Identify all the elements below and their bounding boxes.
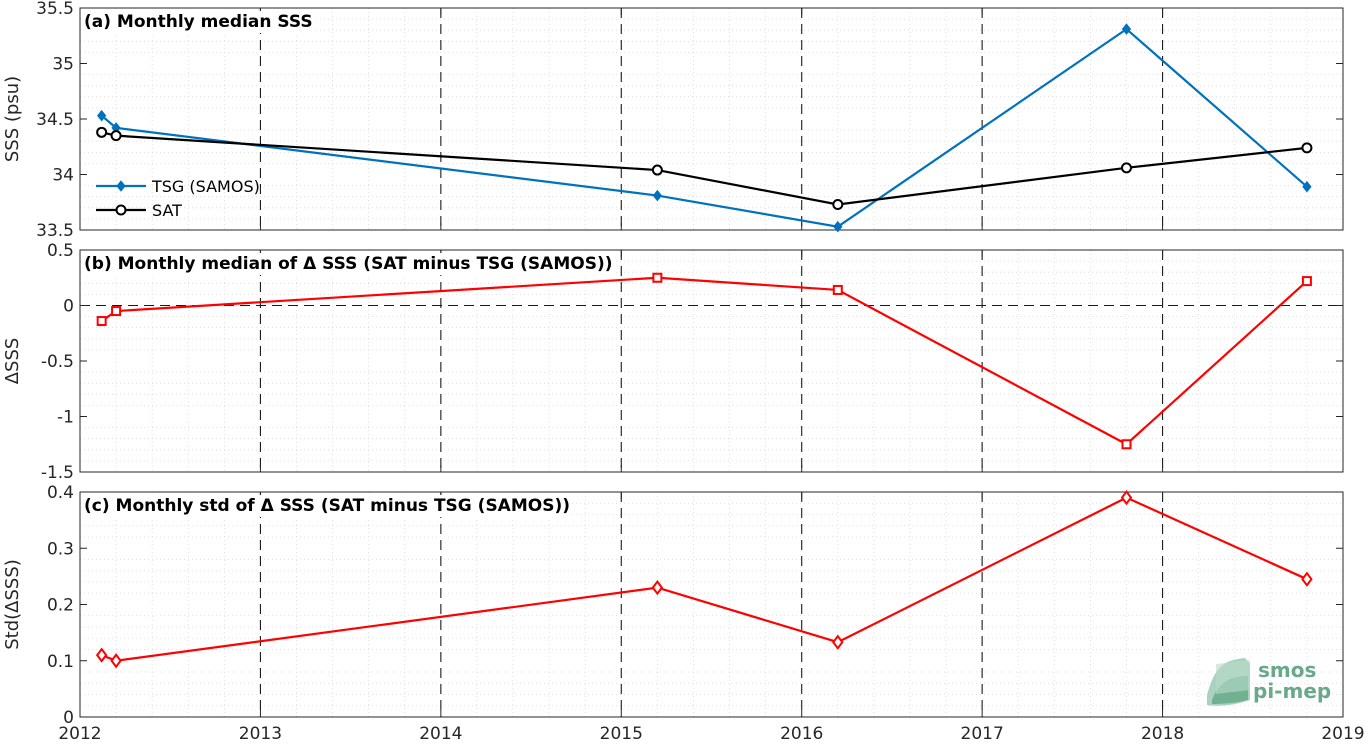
data-point [1120, 162, 1132, 174]
data-point [832, 284, 843, 295]
y-tick-label: 0.4 [47, 483, 74, 503]
legend-marker [115, 204, 127, 216]
data-point [1301, 571, 1313, 587]
data-point [97, 109, 107, 122]
y-tick-label: 33.5 [36, 221, 74, 241]
x-tick-label: 2017 [961, 724, 1004, 744]
y-axis-label: Std(ΔSSS) [2, 559, 23, 650]
y-axis-label: SSS (psu) [2, 76, 23, 162]
panel-title: (b) Monthly median of Δ SSS (SAT minus T… [84, 254, 613, 274]
panel-title: (c) Monthly std of Δ SSS (SAT minus TSG … [84, 496, 570, 516]
plot-area [80, 250, 1343, 472]
y-axis-label: ΔSSS [2, 338, 23, 385]
x-tick-label: 2012 [58, 724, 101, 744]
data-point [1121, 439, 1132, 450]
data-point [111, 306, 122, 317]
data-point [833, 220, 843, 233]
legend-marker [116, 180, 126, 192]
panel-b: -1.5 -1 -0.5 0 0.5 ΔSSS (b) Monthly median of … [2, 241, 1344, 483]
logo-line2: pi-mep [1253, 679, 1331, 703]
panel-title-bg [82, 495, 572, 517]
plot-area [80, 8, 1343, 230]
data-point [1302, 180, 1312, 193]
y-tick-label: 0.2 [47, 596, 74, 616]
smos-pi-mep-logo: smos pi-mep [1207, 658, 1331, 706]
y-tick-label: 0 [63, 708, 74, 728]
data-point [1301, 142, 1313, 154]
x-tick-label: 2018 [1141, 724, 1184, 744]
data-point [1121, 23, 1132, 35]
data-point [110, 653, 122, 669]
y-tick-label: -1.5 [41, 463, 74, 483]
data-point [95, 647, 108, 663]
legend-label: SAT [152, 201, 182, 220]
data-point [96, 316, 107, 327]
panel-c: 0 0.1 0.2 0.3 0.4 2012 2013 2014 2015 2016 2017 201… [2, 483, 1365, 744]
panel-title: (a) Monthly median SSS [84, 12, 313, 32]
panel-a: 33.5 34 34.5 35 35.5 SSS (psu) (a) Monthly med… [2, 0, 1344, 241]
data-point [652, 189, 663, 202]
y-tick-label: -1 [57, 408, 74, 428]
data-point [832, 198, 844, 210]
y-tick-label: 0.5 [47, 241, 74, 261]
y-tick-label: 0.3 [47, 539, 74, 559]
data-point [832, 634, 844, 650]
data-point [651, 579, 664, 596]
y-tick-label: 34.5 [36, 110, 74, 130]
data-point [1120, 489, 1133, 506]
y-tick-label: 35.5 [36, 0, 74, 19]
data-point [96, 126, 108, 138]
data-point [651, 164, 663, 176]
panel-title-bg [82, 253, 615, 275]
data-point [110, 130, 122, 142]
y-tick-label: -0.5 [41, 352, 74, 372]
y-tick-label: 0 [63, 297, 74, 317]
data-point [652, 272, 663, 283]
x-tick-label: 2016 [780, 724, 823, 744]
y-tick-label: 34 [52, 166, 74, 186]
y-tick-label: 35 [52, 55, 74, 75]
x-tick-label: 2019 [1321, 724, 1364, 744]
x-tick-label: 2014 [419, 724, 462, 744]
x-tick-label: 2015 [600, 724, 643, 744]
panel-title-bg [82, 11, 315, 33]
logo-line1: smos [1258, 658, 1316, 682]
data-point [1301, 276, 1312, 287]
y-tick-label: 0.1 [47, 652, 74, 672]
x-tick-label: 2013 [239, 724, 282, 744]
legend-label: TSG (SAMOS) [151, 177, 260, 196]
